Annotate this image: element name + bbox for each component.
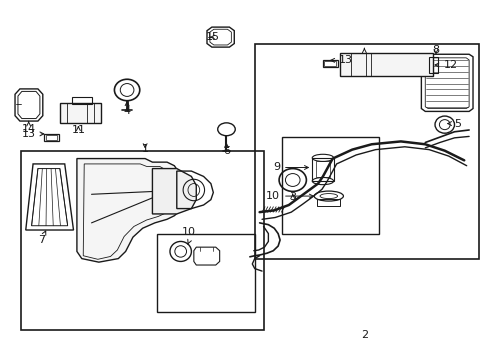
Polygon shape <box>77 158 187 262</box>
Bar <box>317 199 341 206</box>
Text: 15: 15 <box>206 32 220 42</box>
Bar <box>46 135 57 140</box>
Text: 5: 5 <box>448 118 462 129</box>
Text: 3: 3 <box>289 192 296 202</box>
Text: 10: 10 <box>266 191 313 201</box>
Text: 7: 7 <box>38 231 46 245</box>
Text: 14: 14 <box>22 121 36 134</box>
Text: 10: 10 <box>182 227 196 237</box>
Text: 9: 9 <box>273 162 308 172</box>
Polygon shape <box>152 168 196 214</box>
Bar <box>324 61 336 66</box>
Bar <box>316 161 330 177</box>
Bar <box>323 60 338 67</box>
Text: 12: 12 <box>435 60 458 70</box>
Bar <box>340 53 433 76</box>
Text: 11: 11 <box>72 125 85 135</box>
Text: 6: 6 <box>223 143 230 156</box>
Bar <box>72 97 92 104</box>
Text: 13: 13 <box>22 129 44 139</box>
Text: 1: 1 <box>142 144 148 154</box>
Bar <box>60 103 101 123</box>
Text: 8: 8 <box>433 45 440 55</box>
Bar <box>44 134 59 141</box>
Bar <box>157 234 255 312</box>
Text: 4: 4 <box>123 101 131 116</box>
Text: 13: 13 <box>331 55 353 65</box>
Bar <box>21 152 265 330</box>
Bar <box>312 158 334 181</box>
Text: 2: 2 <box>361 330 368 340</box>
Bar <box>429 57 438 73</box>
Bar <box>282 137 379 234</box>
Bar <box>255 44 479 258</box>
